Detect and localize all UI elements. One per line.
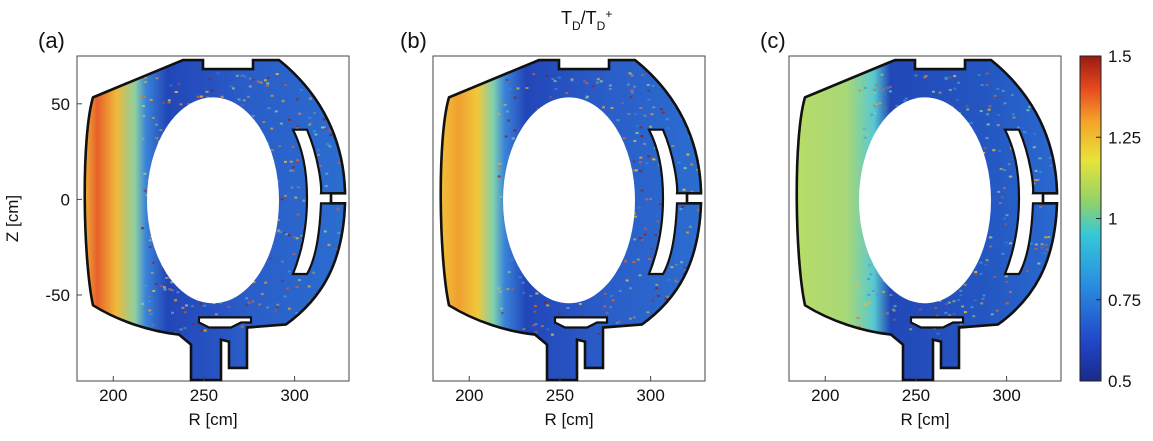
limiter-slot: [1003, 128, 1045, 276]
divertor-plate: [909, 316, 965, 329]
figure-title: TD/TD+: [561, 7, 612, 33]
x-axis-label: R [cm]: [900, 410, 949, 429]
x-tick-label: 300: [280, 386, 308, 405]
divertor-plate: [553, 316, 609, 329]
y-tick-label: -50: [45, 286, 70, 305]
x-tick-label: 250: [546, 386, 574, 405]
colorbar-tick-label: 0.5: [1108, 372, 1132, 391]
x-axis-label: R [cm]: [544, 410, 593, 429]
x-tick-label: 300: [992, 386, 1020, 405]
x-tick-label: 250: [902, 386, 930, 405]
panel-c: 200 250 300 R [cm] (c): [760, 28, 1062, 429]
plasma-core-region: [503, 97, 635, 304]
x-tick-label: 200: [811, 386, 839, 405]
colorbar-tick-label: 1.25: [1108, 128, 1141, 147]
plasma-core-region: [147, 97, 279, 304]
colorbar-ticks: 1.5 1.25 1 0.75 0.5: [1096, 47, 1141, 391]
colorbar-tick-label: 1: [1108, 210, 1117, 229]
panel-label: (a): [38, 28, 65, 53]
colorbar-tick-label: 1.5: [1108, 47, 1132, 66]
limiter-slot: [647, 128, 689, 276]
y-tick-label: 50: [51, 95, 70, 114]
panel-label: (b): [400, 28, 427, 53]
x-tick-label: 250: [190, 386, 218, 405]
limiter-slot: [291, 128, 333, 276]
panel-a: 200 250 300 50 0 -50 R [cm] Z [cm] (a): [3, 28, 350, 429]
x-tick-label: 300: [636, 386, 664, 405]
x-axis-label: R [cm]: [188, 410, 237, 429]
plasma-core-region: [859, 97, 991, 304]
colorbar: 1.5 1.25 1 0.75 0.5: [1079, 47, 1141, 391]
y-tick-label: 0: [61, 190, 70, 209]
panel-label: (c): [760, 28, 786, 53]
x-tick-label: 200: [99, 386, 127, 405]
y-axis-label: Z [cm]: [3, 195, 22, 242]
divertor-plate: [197, 316, 253, 329]
panel-b: 200 250 300 R [cm] (b): [400, 28, 706, 429]
panels: 200 250 300 50 0 -50 R [cm] Z [cm] (a) 200 250 300 R…: [3, 28, 1062, 429]
x-tick-label: 200: [455, 386, 483, 405]
colorbar-tick-label: 0.75: [1108, 291, 1141, 310]
